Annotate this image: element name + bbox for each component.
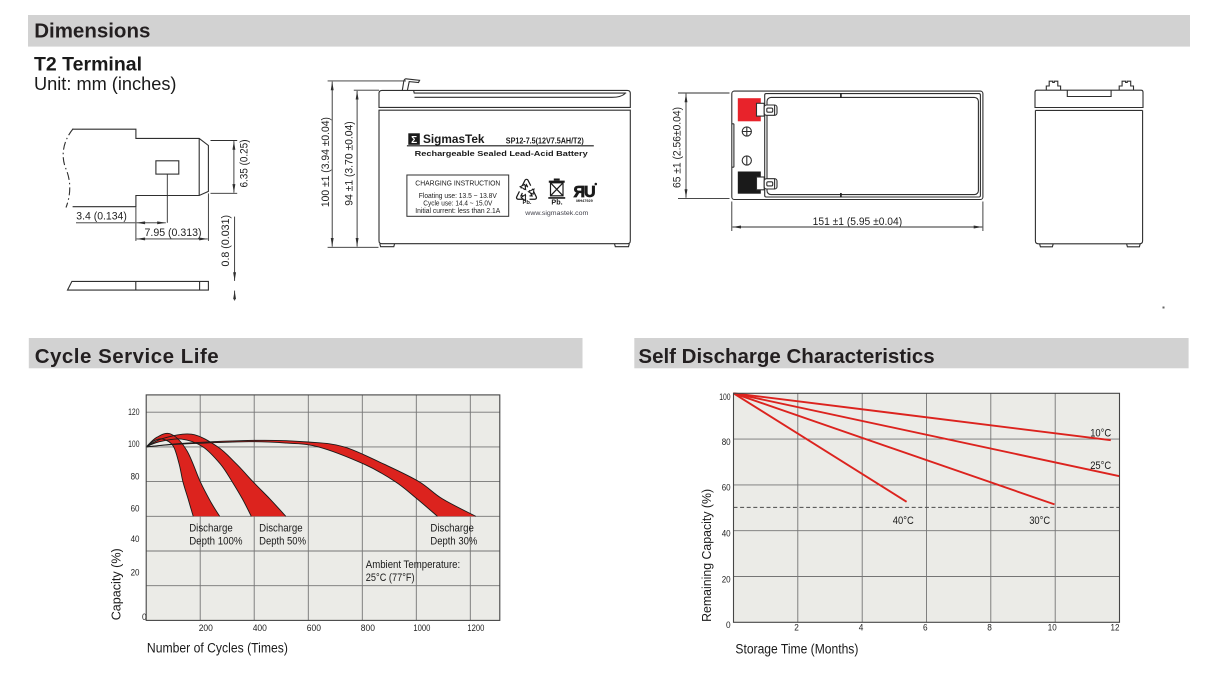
svg-text:151 ±1 (5.95 ±0.04): 151 ±1 (5.95 ±0.04) xyxy=(813,216,903,228)
svg-text:Dimensions: Dimensions xyxy=(34,20,150,43)
svg-text:40: 40 xyxy=(131,534,140,544)
svg-text:R: R xyxy=(573,184,585,201)
svg-text:Depth 50%: Depth 50% xyxy=(259,536,306,548)
svg-text:1000: 1000 xyxy=(413,623,430,633)
svg-text:600: 600 xyxy=(307,623,321,633)
svg-text:Cycle use: 14.4 ~ 15.0V: Cycle use: 14.4 ~ 15.0V xyxy=(423,201,492,208)
svg-text:10°C: 10°C xyxy=(1090,428,1111,440)
svg-text:Discharge: Discharge xyxy=(259,523,303,535)
svg-text:3.4 (0.134): 3.4 (0.134) xyxy=(76,210,127,222)
svg-text:Ambient Temperature:: Ambient Temperature: xyxy=(366,559,460,571)
svg-text:0: 0 xyxy=(726,620,731,630)
svg-text:0: 0 xyxy=(142,612,147,622)
svg-text:10: 10 xyxy=(1048,623,1057,633)
svg-text:6.35 (0.25): 6.35 (0.25) xyxy=(238,140,250,188)
svg-text:80: 80 xyxy=(131,471,140,481)
svg-text:Capacity (%): Capacity (%) xyxy=(109,548,124,620)
svg-text:40: 40 xyxy=(722,529,731,539)
svg-text:CHARGING INSTRUCTION: CHARGING INSTRUCTION xyxy=(415,178,500,187)
svg-text:30°C: 30°C xyxy=(1029,515,1050,527)
svg-text:0.8 (0.031): 0.8 (0.031) xyxy=(220,215,232,267)
svg-text:6: 6 xyxy=(923,623,928,633)
svg-text:25°C: 25°C xyxy=(1090,460,1111,472)
svg-text:80: 80 xyxy=(722,437,731,447)
svg-text:4: 4 xyxy=(859,623,864,633)
svg-text:Σ: Σ xyxy=(411,135,417,146)
svg-text:60: 60 xyxy=(131,504,140,514)
svg-text:1200: 1200 xyxy=(467,623,484,633)
svg-text:Storage Time (Months): Storage Time (Months) xyxy=(735,641,858,656)
svg-text:20: 20 xyxy=(722,574,731,584)
svg-text:12: 12 xyxy=(1111,623,1120,633)
svg-text:2: 2 xyxy=(794,623,799,633)
svg-text:Depth 100%: Depth 100% xyxy=(189,536,243,548)
svg-text:SP12-7.5(12V7.5AH/T2): SP12-7.5(12V7.5AH/T2) xyxy=(506,137,584,146)
svg-text:SigmasTek: SigmasTek xyxy=(423,134,485,146)
svg-text:Initial current: less than 2.1: Initial current: less than 2.1A xyxy=(415,208,500,215)
svg-text:800: 800 xyxy=(361,623,375,633)
svg-text:400: 400 xyxy=(253,623,267,633)
svg-text:94 ±1 (3.70 ±0.04): 94 ±1 (3.70 ±0.04) xyxy=(344,121,356,206)
svg-text:7.95 (0.313): 7.95 (0.313) xyxy=(145,227,202,239)
svg-text:120: 120 xyxy=(128,407,139,417)
svg-text:Number of Cycles (Times): Number of Cycles (Times) xyxy=(147,640,288,655)
svg-text:T2 Terminal: T2 Terminal xyxy=(34,53,142,75)
svg-text:Unit: mm (inches): Unit: mm (inches) xyxy=(34,74,177,94)
svg-text:200: 200 xyxy=(199,623,213,633)
svg-text:MH47929: MH47929 xyxy=(576,199,592,203)
svg-text:60: 60 xyxy=(722,483,731,493)
svg-text:www.sigmastek.com: www.sigmastek.com xyxy=(524,210,589,217)
svg-text:100: 100 xyxy=(128,439,139,449)
svg-text:Discharge: Discharge xyxy=(430,523,474,535)
svg-text:100: 100 xyxy=(719,392,730,402)
svg-text:Discharge: Discharge xyxy=(189,523,233,535)
svg-text:Floating use: 13.5 ~ 13.8V: Floating use: 13.5 ~ 13.8V xyxy=(419,193,497,200)
svg-text:Remaining Capacity (%): Remaining Capacity (%) xyxy=(699,489,714,622)
svg-text:Rechargeable Sealed Lead-Acid: Rechargeable Sealed Lead-Acid Battery xyxy=(415,149,589,158)
svg-text:U: U xyxy=(584,184,596,201)
svg-text:20: 20 xyxy=(131,567,140,577)
svg-text:8: 8 xyxy=(987,623,992,633)
svg-text:Cycle Service Life: Cycle Service Life xyxy=(35,345,220,368)
svg-text:Self Discharge Characteristics: Self Discharge Characteristics xyxy=(638,345,934,368)
svg-text:65 ±1 (2.56±0.04): 65 ±1 (2.56±0.04) xyxy=(672,107,684,188)
svg-text:Pb.: Pb. xyxy=(551,198,562,207)
svg-text:Depth 30%: Depth 30% xyxy=(430,536,477,548)
svg-text:100 ±1 (3.94 ±0.04): 100 ±1 (3.94 ±0.04) xyxy=(320,117,332,207)
svg-text:Pb.: Pb. xyxy=(522,200,531,206)
svg-text:40°C: 40°C xyxy=(893,515,914,527)
svg-text:25°C (77°F): 25°C (77°F) xyxy=(366,572,415,584)
